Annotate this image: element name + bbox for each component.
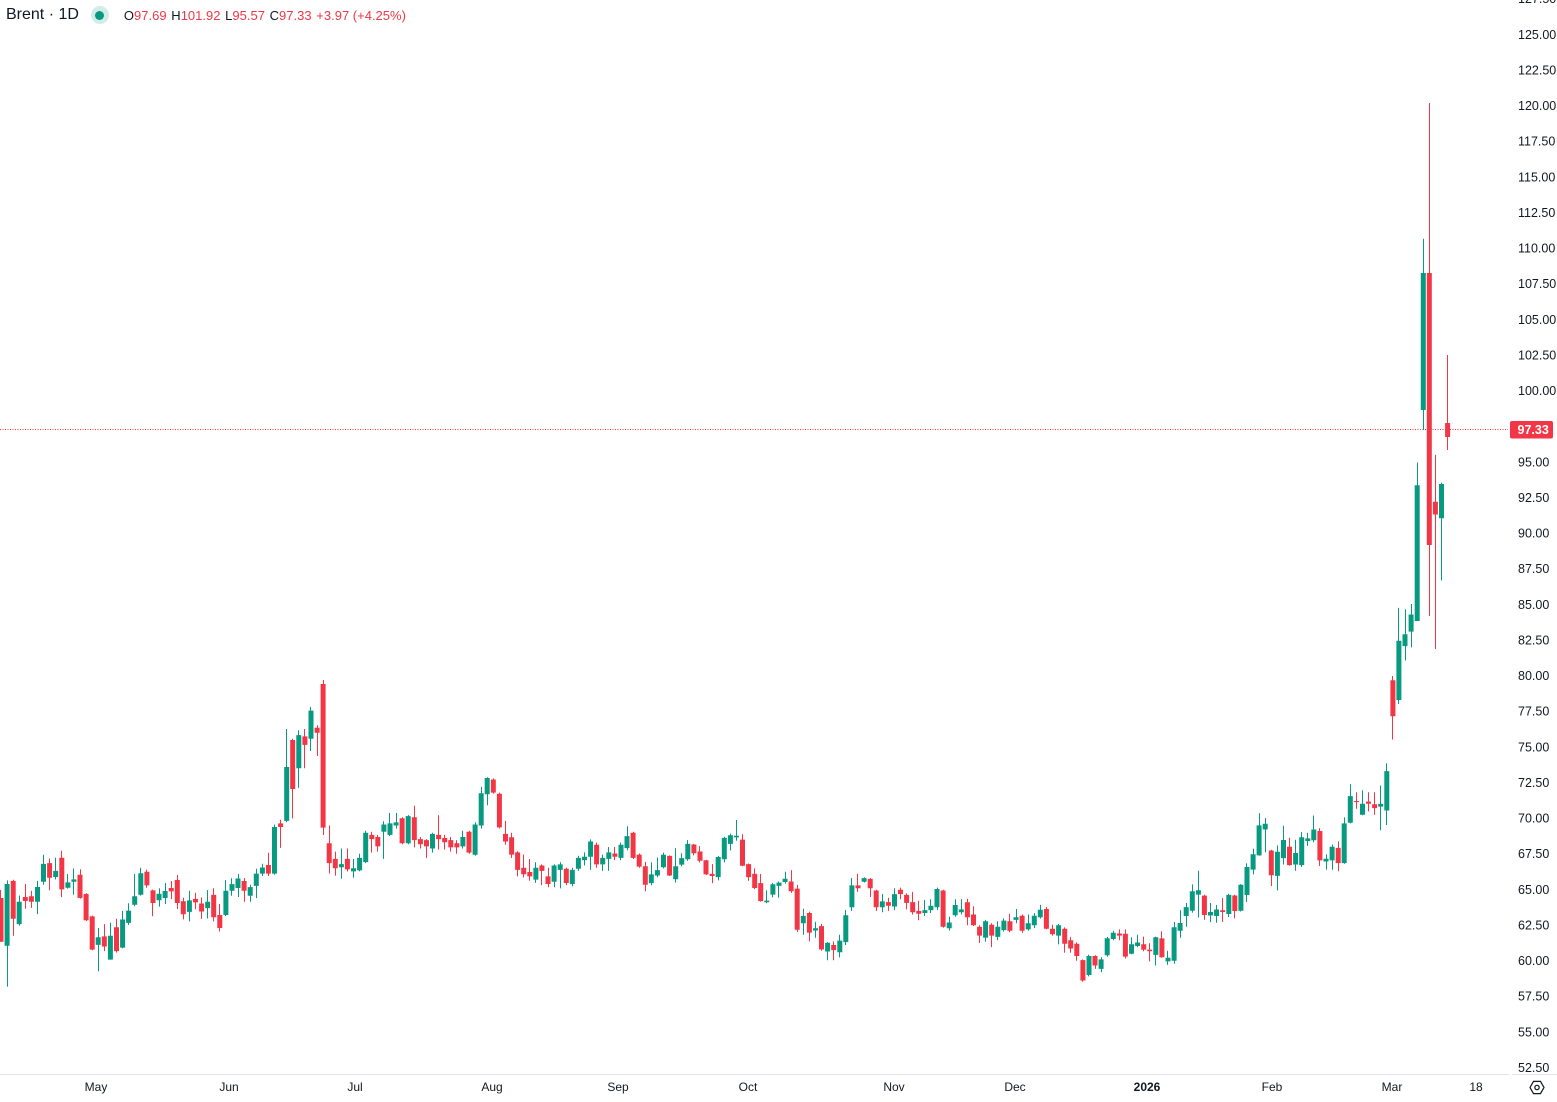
svg-text:95.00: 95.00	[1518, 455, 1549, 469]
svg-text:May: May	[85, 1080, 108, 1094]
svg-text:105.00: 105.00	[1518, 313, 1556, 327]
svg-text:125.00: 125.00	[1518, 28, 1556, 42]
svg-text:Feb: Feb	[1262, 1080, 1283, 1094]
svg-text:67.50: 67.50	[1518, 847, 1549, 861]
svg-text:87.50: 87.50	[1518, 562, 1549, 576]
svg-text:110.00: 110.00	[1518, 242, 1555, 256]
svg-text:127.50: 127.50	[1518, 0, 1556, 6]
svg-text:90.00: 90.00	[1518, 527, 1549, 541]
svg-text:115.00: 115.00	[1518, 170, 1555, 184]
svg-text:85.00: 85.00	[1518, 598, 1549, 612]
svg-text:77.50: 77.50	[1518, 705, 1549, 719]
svg-text:75.00: 75.00	[1518, 740, 1549, 754]
svg-text:80.00: 80.00	[1518, 669, 1549, 683]
svg-text:122.50: 122.50	[1518, 63, 1556, 77]
svg-text:65.00: 65.00	[1518, 883, 1549, 897]
svg-text:97.33: 97.33	[1518, 423, 1549, 437]
svg-text:55.00: 55.00	[1518, 1025, 1549, 1039]
svg-text:62.50: 62.50	[1518, 918, 1549, 932]
svg-text:107.50: 107.50	[1518, 277, 1556, 291]
svg-text:72.50: 72.50	[1518, 776, 1549, 790]
svg-text:100.00: 100.00	[1518, 384, 1556, 398]
svg-text:Dec: Dec	[1004, 1080, 1025, 1094]
svg-text:57.50: 57.50	[1518, 990, 1549, 1004]
svg-text:117.50: 117.50	[1518, 135, 1555, 149]
svg-text:120.00: 120.00	[1518, 99, 1556, 113]
svg-text:112.50: 112.50	[1518, 206, 1555, 220]
svg-text:Nov: Nov	[883, 1080, 904, 1094]
svg-text:102.50: 102.50	[1518, 348, 1556, 362]
svg-text:18: 18	[1469, 1080, 1483, 1094]
svg-text:Aug: Aug	[481, 1080, 502, 1094]
svg-text:82.50: 82.50	[1518, 633, 1549, 647]
svg-text:60.00: 60.00	[1518, 954, 1549, 968]
svg-text:Jun: Jun	[219, 1080, 238, 1094]
svg-text:Mar: Mar	[1382, 1080, 1403, 1094]
svg-text:Sep: Sep	[607, 1080, 629, 1094]
svg-text:Oct: Oct	[739, 1080, 758, 1094]
svg-text:2026: 2026	[1134, 1080, 1161, 1094]
svg-text:52.50: 52.50	[1518, 1061, 1549, 1075]
svg-text:70.00: 70.00	[1518, 812, 1549, 826]
svg-text:92.50: 92.50	[1518, 491, 1549, 505]
svg-text:Jul: Jul	[347, 1080, 362, 1094]
